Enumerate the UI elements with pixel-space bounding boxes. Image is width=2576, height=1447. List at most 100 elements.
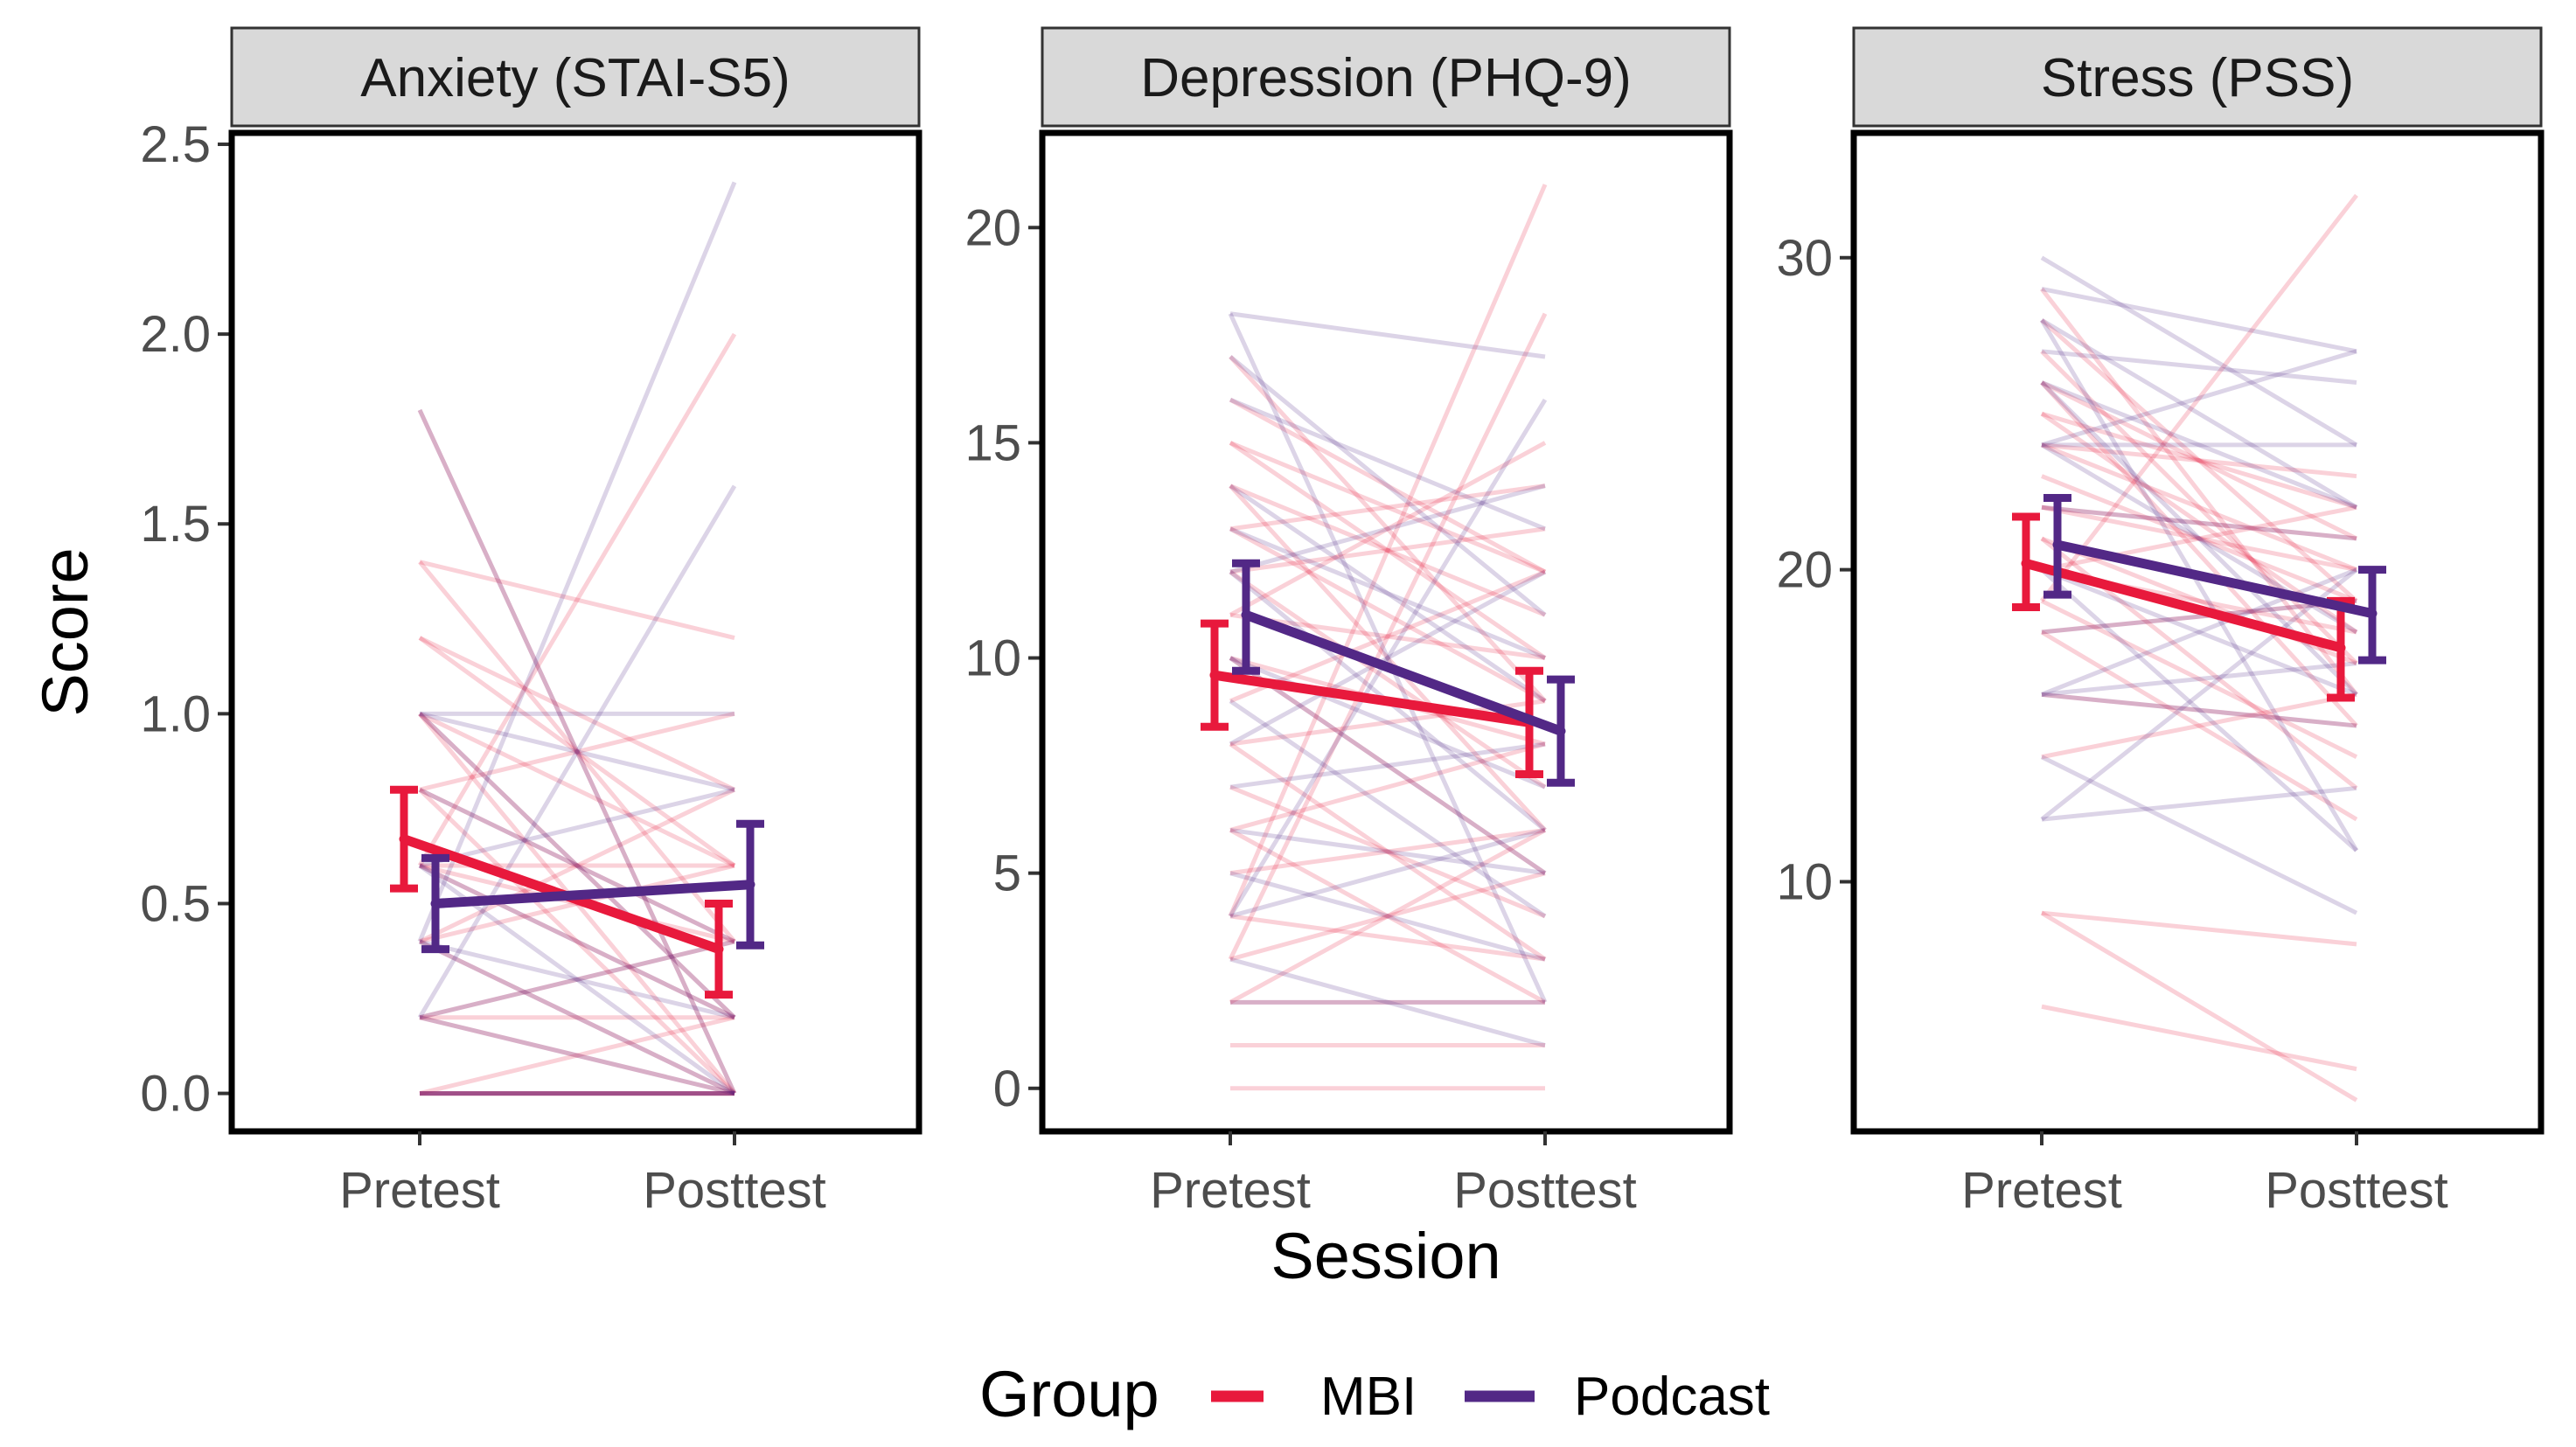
- individual-line-mbi: [419, 1015, 735, 1096]
- individual-line-podcast: [1229, 483, 1546, 574]
- individual-line-podcast: [417, 484, 737, 1019]
- individual-line-podcast: [2041, 380, 2357, 510]
- individual-line-mbi: [1229, 784, 1546, 919]
- individual-line-mbi: [2041, 474, 2357, 603]
- individual-line-podcast: [2041, 567, 2357, 697]
- individual-line-podcast: [418, 939, 736, 1096]
- individual-line-mbi: [418, 787, 736, 944]
- x-tick-label: Pretest: [1961, 1162, 2122, 1219]
- individual-line-mbi: [2040, 911, 2358, 1103]
- individual-line-mbi: [1229, 914, 1546, 962]
- individual-line-mbi: [1229, 828, 1547, 1005]
- individual-line-mbi: [2041, 1004, 2357, 1072]
- y-axis-ticks: 0 5 10 15 20: [964, 199, 1042, 1117]
- individual-line-mbi: [1229, 828, 1547, 1005]
- mean-line-podcast: [2052, 539, 2378, 619]
- y-axis-ticks: 0.0 0.5 1.0 1.5 2.0 2.5: [140, 116, 232, 1123]
- individual-line-podcast: [2040, 567, 2358, 852]
- x-tick-label: Pretest: [339, 1162, 500, 1219]
- individual-line-mbi: [1229, 355, 1547, 703]
- panel-border: [1850, 129, 2545, 1135]
- individual-line-podcast: [418, 787, 736, 944]
- individual-line-mbi: [418, 712, 736, 868]
- individual-lines: [417, 181, 737, 1096]
- x-tick-label: Posttest: [643, 1162, 826, 1219]
- individual-line-podcast: [1229, 656, 1546, 790]
- individual-line-mbi: [2041, 692, 2357, 760]
- individual-line-mbi: [2040, 318, 2358, 603]
- y-tick-label: 1.5: [140, 496, 211, 553]
- individual-line-mbi: [1229, 441, 1546, 574]
- individual-line-mbi: [419, 939, 735, 1020]
- y-tick-label: 5: [993, 845, 1021, 902]
- group-means: [2012, 494, 2386, 702]
- individual-line-podcast: [2041, 286, 2357, 354]
- individual-line-podcast: [2041, 692, 2357, 728]
- individual-line-mbi: [2041, 504, 2357, 541]
- individual-line-podcast: [417, 408, 737, 1095]
- individual-line-podcast: [1229, 871, 1546, 962]
- strip-background: [1041, 26, 1731, 128]
- panel-title: Stress (PSS): [2041, 48, 2354, 108]
- individual-line-mbi: [1229, 612, 1546, 661]
- individual-line-podcast: [2041, 349, 2357, 448]
- individual-line-mbi: [418, 939, 736, 1096]
- y-axis-title: Score: [29, 547, 101, 716]
- individual-lines: [1228, 184, 1548, 1091]
- individual-line-mbi: [2041, 598, 2357, 635]
- individual-line-mbi: [2041, 411, 2357, 510]
- individual-line-podcast: [1229, 355, 1547, 617]
- individual-line-podcast: [2040, 567, 2358, 822]
- individual-line-mbi: [2040, 630, 2358, 822]
- individual-line-podcast: [1229, 957, 1546, 1047]
- panel-border: [1039, 129, 1733, 1135]
- mean-line-mbi: [2021, 558, 2346, 653]
- individual-line-mbi: [1229, 871, 1546, 962]
- legend-label-mbi: MBI: [1320, 1367, 1417, 1427]
- individual-line-mbi: [2041, 504, 2357, 573]
- individual-line-mbi: [1229, 483, 1546, 532]
- y-tick-label: 15: [964, 414, 1021, 471]
- individual-line-podcast: [1228, 398, 1548, 918]
- group-means: [390, 785, 764, 999]
- individual-line-mbi: [418, 787, 736, 944]
- individual-line-podcast: [419, 711, 735, 792]
- individual-line-mbi: [1229, 569, 1546, 704]
- individual-line-podcast: [2040, 317, 2358, 510]
- individual-line-podcast: [419, 1015, 735, 1096]
- y-tick-label: 1.0: [140, 685, 211, 742]
- y-tick-label: 2.5: [140, 116, 211, 173]
- x-axis-ticks: Pretest Posttest: [1961, 1131, 2448, 1219]
- individual-line-mbi: [418, 712, 736, 1019]
- individual-line-podcast: [1229, 311, 1546, 359]
- individual-line-podcast: [1229, 699, 1547, 918]
- x-tick-label: Posttest: [2265, 1162, 2448, 1219]
- individual-line-mbi: [2040, 287, 2358, 696]
- individual-line-podcast: [418, 712, 736, 1019]
- individual-line-mbi: [1229, 526, 1546, 574]
- panel-title: Anxiety (STAI-S5): [360, 48, 790, 108]
- individual-line-mbi: [419, 711, 735, 792]
- individual-line-podcast: [2040, 255, 2358, 448]
- individual-line-podcast: [1229, 483, 1547, 703]
- individual-line-podcast: [2039, 318, 2359, 852]
- individual-line-podcast: [2041, 598, 2357, 635]
- individual-line-mbi: [1229, 656, 1547, 875]
- individual-line-mbi: [1228, 184, 1548, 917]
- strip-background: [1852, 26, 2543, 128]
- individual-line-podcast: [1229, 656, 1547, 875]
- panel-stress: Stress (PSS) 10 20 30 Pretest Posttest: [1776, 26, 2545, 1219]
- individual-line-podcast: [2041, 567, 2357, 697]
- y-tick-label: 0: [993, 1061, 1021, 1117]
- individual-line-mbi: [1229, 741, 1546, 832]
- individual-line-podcast: [2041, 785, 2357, 822]
- individual-line-podcast: [1229, 397, 1546, 532]
- y-tick-label: 20: [1776, 542, 1833, 599]
- individual-line-podcast: [2041, 504, 2357, 541]
- individual-line-mbi: [2040, 380, 2358, 541]
- y-tick-label: 10: [1776, 854, 1833, 911]
- individual-line-podcast: [1229, 526, 1546, 660]
- individual-line-podcast: [419, 787, 735, 868]
- individual-line-podcast: [419, 939, 735, 1020]
